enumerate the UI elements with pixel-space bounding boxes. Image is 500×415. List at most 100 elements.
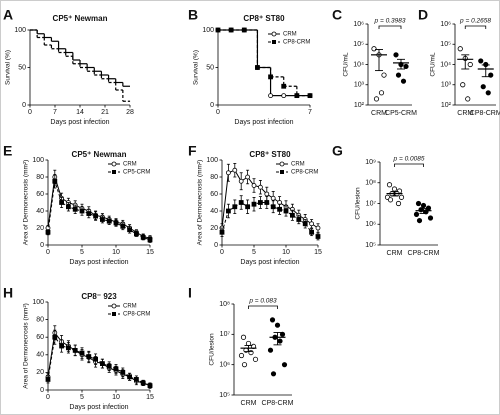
marker xyxy=(93,356,98,362)
marker xyxy=(302,221,308,227)
data-point xyxy=(279,331,286,337)
legend-label: CRM xyxy=(283,32,297,38)
marker xyxy=(238,178,244,184)
x-tick-label: 7 xyxy=(308,109,312,116)
panel-title: CP8⁺ ST80 xyxy=(243,14,285,23)
legend-marker xyxy=(111,161,117,167)
y-tick-label: 10² xyxy=(441,102,452,109)
marker xyxy=(147,383,153,389)
legend-label: CP8-CRM xyxy=(291,170,318,176)
data-point xyxy=(488,72,494,78)
series-line xyxy=(221,201,319,237)
marker xyxy=(72,347,78,353)
marker xyxy=(79,350,85,356)
marker xyxy=(52,178,58,184)
data-point xyxy=(248,349,254,356)
p-value: p = 0.3983 xyxy=(374,18,406,25)
marker xyxy=(147,237,153,243)
x-tick-label: CP8-CRM xyxy=(262,400,294,407)
marker xyxy=(264,191,270,197)
y-tick-label: 100 xyxy=(206,157,218,164)
marker xyxy=(127,374,132,380)
p-value: p = 0.0085 xyxy=(393,156,425,163)
y-axis-label: Area of Dermonecrosis (mm²) xyxy=(197,160,204,246)
marker xyxy=(106,363,112,369)
y-tick-label: 10⁶ xyxy=(365,221,376,228)
data-point xyxy=(400,78,407,84)
marker xyxy=(232,167,238,173)
marker xyxy=(133,231,139,237)
marker xyxy=(309,229,315,235)
marker xyxy=(45,229,51,235)
series-line xyxy=(47,176,151,239)
legend-label: CRM xyxy=(123,162,137,168)
x-tick-label: CRM xyxy=(387,250,403,257)
marker xyxy=(106,218,112,224)
y-axis-label: Area of Dermonecrosis (mm²) xyxy=(23,303,30,389)
legend-label: CP8-CRM xyxy=(123,312,150,318)
marker xyxy=(251,183,257,188)
legend-marker xyxy=(112,312,116,316)
x-axis-label: Days post infection xyxy=(69,404,128,411)
marker xyxy=(140,234,146,240)
y-tick-label: 10⁴ xyxy=(440,61,451,68)
x-tick-label: CRM xyxy=(457,110,473,117)
y-tick-label: 80 xyxy=(210,174,218,181)
data-point xyxy=(240,334,247,340)
marker xyxy=(86,354,92,359)
panel-title: CP8⁻ 923 xyxy=(81,292,117,301)
y-axis-label: Area of Dermonecrosis (mm²) xyxy=(23,160,30,246)
marker xyxy=(93,213,98,219)
y-tick-label: 0 xyxy=(22,102,26,109)
marker xyxy=(309,221,315,227)
data-point xyxy=(241,362,248,368)
x-axis-label: Days post infection xyxy=(69,259,128,266)
marker xyxy=(251,201,257,207)
data-point xyxy=(480,84,486,90)
y-tick-label: 10⁵ xyxy=(365,242,376,249)
data-point xyxy=(457,46,463,52)
marker xyxy=(52,334,58,340)
y-tick-label: 20 xyxy=(210,225,218,232)
y-tick-label: 0 xyxy=(210,102,214,109)
p-value: p = 0.2658 xyxy=(459,18,491,25)
marker xyxy=(245,174,251,180)
x-tick-label: 10 xyxy=(112,394,120,401)
marker xyxy=(268,93,273,99)
series-line xyxy=(47,335,151,387)
panel-title: CP5⁺ Newman xyxy=(72,150,127,159)
marker xyxy=(215,27,221,33)
data-point xyxy=(373,96,380,102)
y-tick-label: 0 xyxy=(40,387,44,394)
y-tick-label: 20 xyxy=(36,225,44,232)
y-tick-label: 60 xyxy=(210,191,218,198)
y-tick-label: 10⁶ xyxy=(353,21,364,28)
data-point xyxy=(395,72,402,78)
marker xyxy=(113,220,119,226)
marker xyxy=(120,223,126,229)
y-tick-label: 10⁴ xyxy=(353,61,364,68)
marker xyxy=(66,345,71,351)
y-axis-label: Survival (%) xyxy=(5,50,12,85)
data-point xyxy=(460,82,466,88)
y-tick-label: 40 xyxy=(210,208,218,215)
y-tick-label: 0 xyxy=(214,242,218,249)
y-axis-label: CFU/lesion xyxy=(209,333,216,366)
y-tick-label: 50 xyxy=(206,64,214,71)
y-tick-label: 50 xyxy=(18,64,26,71)
marker xyxy=(270,195,276,201)
marker xyxy=(228,27,234,33)
marker xyxy=(281,83,287,89)
x-tick-label: 0 xyxy=(216,109,220,116)
y-tick-label: 100 xyxy=(32,299,44,306)
marker xyxy=(79,208,85,214)
marker xyxy=(72,206,78,212)
legend-marker xyxy=(112,170,116,174)
legend-label: CP8-CRM xyxy=(283,40,310,46)
x-axis-label: Days post infection xyxy=(240,259,299,266)
x-tick-label: 7 xyxy=(53,109,57,116)
data-point xyxy=(238,352,245,359)
legend-marker xyxy=(111,303,117,309)
marker xyxy=(133,377,139,382)
panel-label: H xyxy=(3,285,13,301)
